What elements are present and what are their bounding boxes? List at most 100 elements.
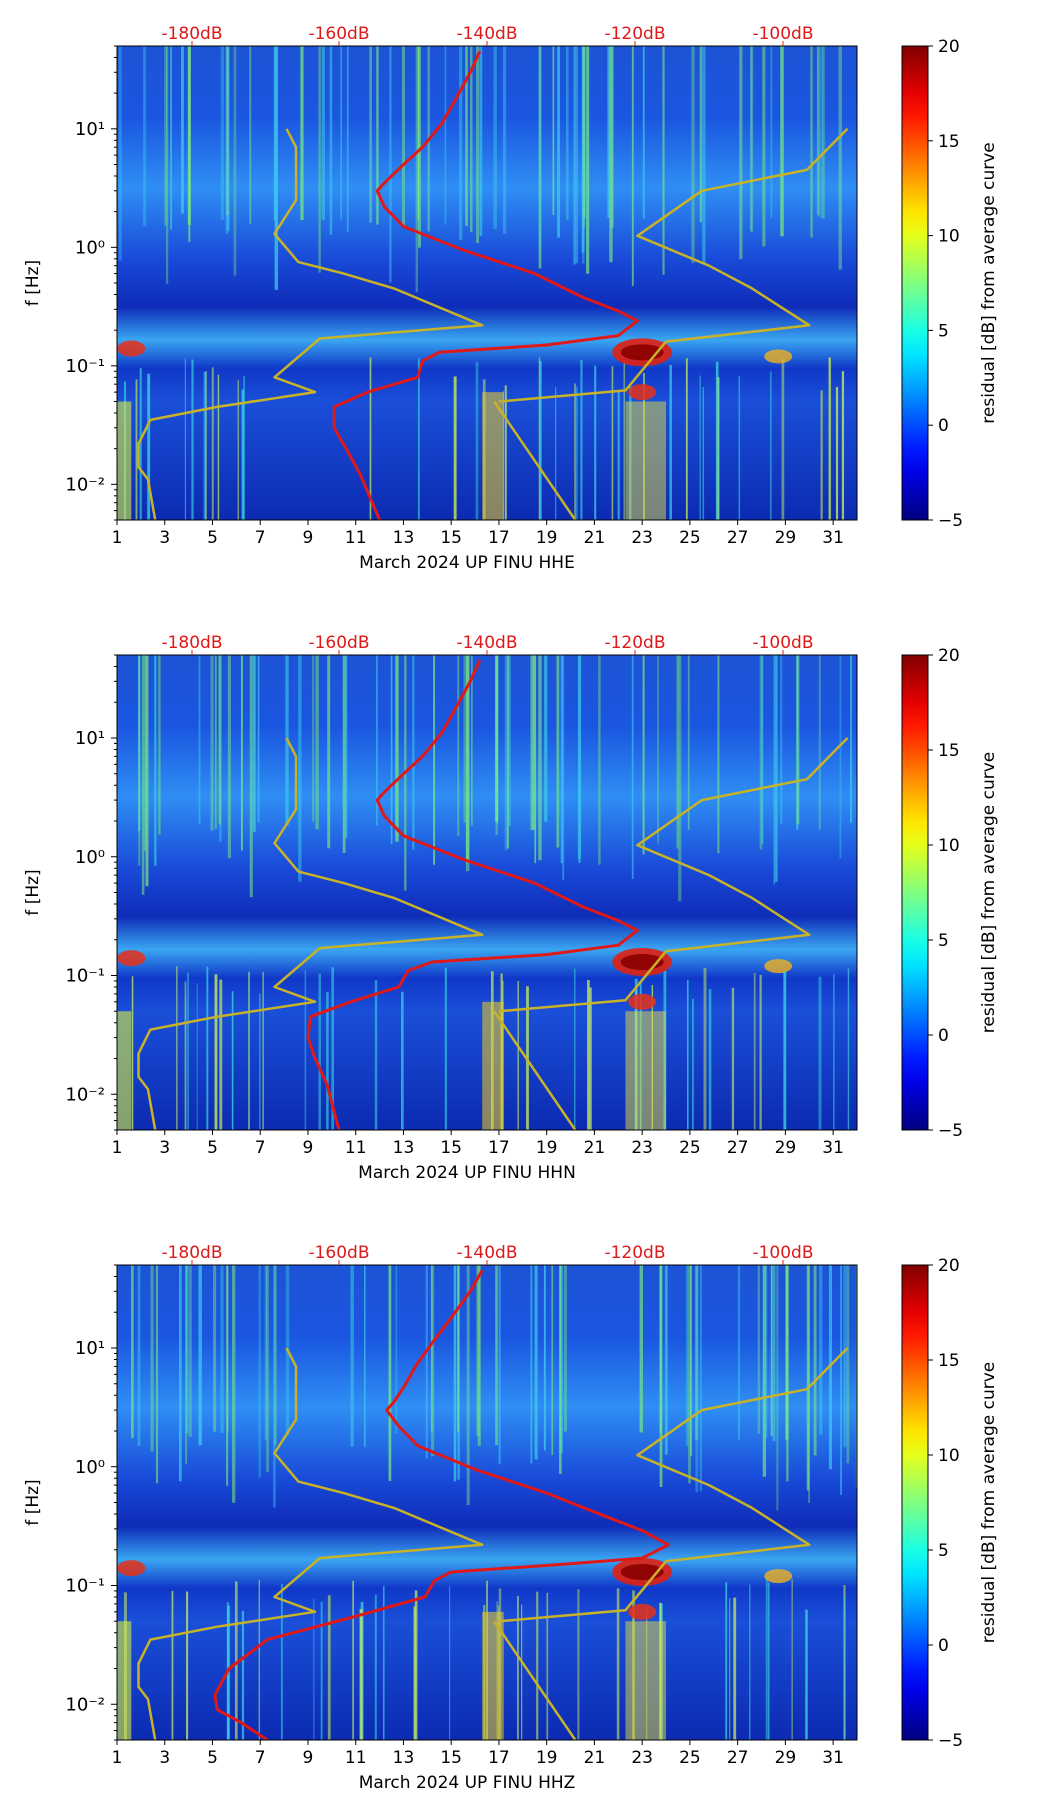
- texture-streak: [234, 1581, 238, 1740]
- texture-streak: [749, 46, 754, 232]
- texture-streak: [573, 46, 576, 265]
- texture-band: [482, 1611, 504, 1740]
- texture-streak: [577, 1589, 580, 1740]
- texture-streak: [300, 46, 304, 221]
- texture-streak: [262, 971, 264, 1130]
- x-tick-label: 25: [679, 1748, 701, 1768]
- reference-noise-model-line: [493, 400, 577, 520]
- texture-streak: [818, 655, 821, 830]
- x-tick-label: 31: [822, 528, 844, 548]
- x-tick-label: 17: [488, 1748, 510, 1768]
- y-tick-label: 10⁻²: [65, 1084, 105, 1105]
- x-tick-label: 31: [822, 1138, 844, 1158]
- y-tick-label: 10⁰: [75, 237, 105, 258]
- x-tick-label: 21: [584, 528, 606, 548]
- colorbar-tick-label: 20: [938, 37, 960, 57]
- texture-streak: [231, 1265, 236, 1503]
- x-tick-label: 13: [393, 528, 415, 548]
- texture-streak: [143, 46, 147, 227]
- texture-streak: [346, 46, 349, 233]
- texture-streak: [191, 359, 194, 520]
- x-axis-label: March 2024 UP FINU HHZ: [359, 1773, 576, 1793]
- texture-streak: [847, 968, 850, 1130]
- texture-streak: [544, 655, 548, 822]
- texture-streak: [137, 1265, 141, 1446]
- x-tick-label: 19: [536, 528, 558, 548]
- y-tick-label: 10¹: [75, 1338, 105, 1359]
- texture-streak: [840, 1265, 842, 1495]
- texture-streak: [844, 1596, 846, 1740]
- colorbar-tick-label: 5: [938, 931, 949, 951]
- texture-streak: [171, 1591, 174, 1740]
- texture-streak: [765, 1265, 768, 1438]
- texture-streak: [412, 655, 415, 850]
- texture-streak: [258, 1579, 260, 1740]
- texture-streak: [158, 655, 161, 835]
- texture-streak: [598, 655, 601, 865]
- texture-streak: [479, 46, 483, 236]
- top-axis-label: -160dB: [308, 24, 369, 44]
- texture-streak: [444, 967, 447, 1130]
- texture-streak: [725, 1582, 728, 1740]
- texture-streak: [687, 979, 689, 1130]
- texture-streak: [417, 358, 420, 520]
- texture-streak: [274, 1265, 277, 1445]
- texture-streak: [240, 655, 243, 851]
- texture-streak: [768, 1582, 770, 1740]
- texture-streak: [494, 655, 499, 822]
- texture-streak: [739, 46, 743, 260]
- texture-streak: [395, 1265, 398, 1434]
- texture-streak: [818, 976, 822, 1130]
- texture-streak: [631, 655, 634, 879]
- texture-streak: [342, 655, 346, 853]
- texture-streak: [131, 976, 134, 1130]
- texture-streak: [315, 655, 319, 830]
- x-tick-label: 11: [345, 528, 367, 548]
- texture-streak: [326, 992, 329, 1130]
- texture-streak: [780, 655, 783, 824]
- x-tick-label: 27: [727, 528, 749, 548]
- texture-streak: [463, 655, 466, 823]
- texture-streak: [211, 367, 214, 520]
- hotspot: [764, 349, 793, 364]
- texture-streak: [534, 1265, 538, 1460]
- texture-streak: [203, 371, 207, 520]
- texture-streak: [147, 373, 151, 520]
- texture-streak: [642, 46, 645, 219]
- texture-streak: [532, 655, 536, 830]
- top-axis-label: -100dB: [752, 633, 813, 653]
- colorbar: [901, 654, 929, 1131]
- texture-streak: [729, 1598, 731, 1740]
- texture-streak: [498, 1265, 501, 1465]
- reference-noise-model-line: [498, 1347, 849, 1623]
- texture-streak: [587, 980, 590, 1130]
- reference-noise-model-line: [137, 1347, 484, 1740]
- x-tick-label: 7: [255, 1138, 266, 1158]
- texture-streak: [210, 655, 214, 831]
- texture-streak: [555, 387, 557, 520]
- hotspot: [764, 1569, 793, 1584]
- texture-band: [117, 1011, 132, 1130]
- texture-streak: [226, 46, 229, 215]
- texture-streak: [264, 1265, 268, 1441]
- texture-streak: [186, 1591, 189, 1740]
- x-tick-label: 5: [207, 528, 218, 548]
- texture-streak: [227, 655, 231, 859]
- texture-streak: [762, 46, 766, 247]
- texture-streak: [430, 1265, 433, 1432]
- x-tick-label: 17: [488, 528, 510, 548]
- y-axis-label: f [Hz]: [23, 260, 43, 306]
- x-tick-label: 23: [631, 528, 653, 548]
- texture-streak: [539, 46, 542, 250]
- texture-streak: [659, 1265, 663, 1487]
- texture-streak: [508, 655, 511, 826]
- texture-streak: [816, 46, 820, 216]
- colorbar-label: residual [dB] from average curve: [979, 752, 999, 1033]
- texture-streak: [819, 1265, 823, 1435]
- texture-streak: [241, 1610, 245, 1740]
- texture-streak: [757, 1265, 760, 1434]
- texture-streak: [185, 996, 187, 1130]
- texture-streak: [846, 1265, 850, 1464]
- texture-streak: [805, 1609, 808, 1740]
